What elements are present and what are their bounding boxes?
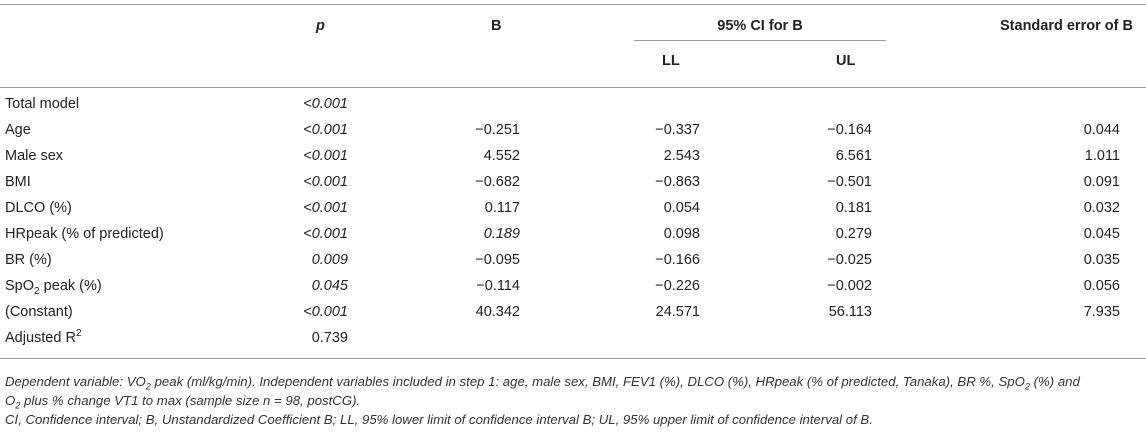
cell-ll: 0.054 (663, 200, 700, 216)
cell-p: <0.001 (303, 200, 348, 216)
cell-se: 0.091 (1083, 174, 1120, 190)
cell-ll: −0.226 (655, 278, 700, 294)
cell-b: 4.552 (483, 148, 520, 164)
cell-p: <0.001 (303, 226, 348, 242)
row-label: Male sex (5, 148, 64, 164)
cell-ul: 0.279 (835, 226, 872, 242)
cell-p: <0.001 (303, 174, 348, 190)
cell-b: 40.342 (475, 304, 520, 320)
table-top-rule (0, 4, 1146, 5)
cell-b: −0.682 (475, 174, 520, 190)
row-label: Adjusted R2 (5, 328, 82, 346)
cell-p: <0.001 (303, 304, 348, 320)
cell-p: <0.001 (303, 148, 348, 164)
cell-b: −0.251 (475, 122, 520, 138)
cell-ll: −0.337 (655, 122, 700, 138)
cell-se: 7.935 (1083, 304, 1120, 320)
row-label: BMI (5, 174, 31, 190)
cell-b: −0.114 (476, 278, 520, 294)
header-ul: UL (836, 53, 856, 69)
row-label: SpO2 peak (%) (5, 278, 102, 297)
footnote-line-3: CI, Confidence interval; B, Unstandardiz… (5, 412, 873, 427)
cell-ul: −0.164 (827, 122, 872, 138)
header-p: p (316, 18, 325, 34)
cell-b: 0.117 (484, 200, 520, 216)
header-b: B (491, 18, 502, 34)
cell-ll: −0.863 (655, 174, 700, 190)
cell-p: <0.001 (303, 96, 348, 112)
header-ci: 95% CI for B (717, 18, 803, 34)
cell-se: 1.011 (1084, 148, 1120, 164)
cell-ll: −0.166 (655, 252, 700, 268)
header-se: Standard error of B (1000, 18, 1133, 34)
row-label: Total model (5, 96, 80, 112)
cell-se: 0.056 (1083, 278, 1120, 294)
cell-ul: 0.181 (835, 200, 872, 216)
table-bottom-rule (0, 358, 1146, 359)
cell-p: 0.045 (311, 278, 348, 294)
cell-ul: 56.113 (828, 304, 872, 320)
cell-ll: 24.571 (655, 304, 700, 320)
row-label: HRpeak (% of predicted) (5, 226, 164, 242)
cell-p: 0.009 (311, 252, 348, 268)
cell-se: 0.035 (1083, 252, 1120, 268)
row-label: (Constant) (5, 304, 73, 320)
cell-b: −0.095 (475, 252, 520, 268)
footnote-line-1: Dependent variable: VO2 peak (ml/kg/min)… (5, 374, 1080, 392)
cell-b: 0.189 (483, 226, 520, 242)
cell-p: <0.001 (303, 122, 348, 138)
header-bottom-rule (0, 87, 1146, 88)
row-label: DLCO (%) (5, 200, 72, 216)
row-label: Age (5, 122, 31, 138)
cell-p: 0.739 (311, 330, 348, 346)
cell-se: 0.044 (1083, 122, 1120, 138)
row-label: BR (%) (5, 252, 52, 268)
cell-ll: 0.098 (663, 226, 700, 242)
footnote-line-2: O2 plus % change VT1 to max (sample size… (5, 393, 361, 411)
ci-header-rule (634, 40, 886, 41)
header-ll: LL (662, 53, 680, 69)
cell-ll: 2.543 (663, 148, 700, 164)
cell-se: 0.032 (1083, 200, 1120, 216)
cell-ul: 6.561 (835, 148, 872, 164)
cell-ul: −0.025 (827, 252, 872, 268)
cell-se: 0.045 (1083, 226, 1120, 242)
cell-ul: −0.501 (827, 174, 872, 190)
cell-ul: −0.002 (827, 278, 872, 294)
